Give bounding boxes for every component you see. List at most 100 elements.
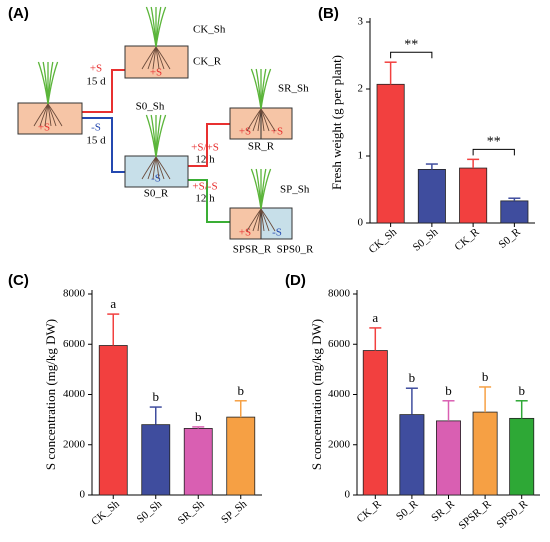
- significance-letter: b: [409, 370, 416, 385]
- leaf: [260, 68, 272, 110]
- significance-letter: a: [372, 310, 378, 325]
- edge-label: -S: [91, 122, 101, 134]
- shoot-label: SP_Sh: [280, 184, 310, 196]
- leaf: [260, 168, 272, 210]
- box-label: -S: [151, 173, 161, 185]
- y-tick-label: 2: [358, 83, 364, 95]
- box-label: +S: [150, 67, 162, 79]
- significance-bracket: [472, 148, 515, 156]
- bar: [509, 417, 535, 496]
- leaf: [47, 61, 59, 105]
- bar: [472, 411, 498, 496]
- bar: [436, 420, 461, 496]
- edge-duration: 12 h: [195, 154, 215, 166]
- root: [155, 156, 171, 180]
- bar: [226, 416, 256, 496]
- x-tick-label: SPS0_R: [494, 498, 530, 531]
- panel-label: (A): [8, 5, 29, 22]
- connector: [188, 179, 230, 223]
- significance-letter: b: [518, 383, 525, 398]
- significance-label: **: [404, 37, 418, 52]
- y-tick-label: 8000: [328, 288, 351, 300]
- leaf: [155, 6, 167, 48]
- bar: [376, 83, 405, 224]
- root: [33, 103, 49, 127]
- root: [246, 208, 262, 232]
- significance-label: **: [487, 135, 501, 150]
- edge-label: +S/+S: [191, 142, 219, 154]
- y-tick-label: 1: [358, 150, 364, 162]
- bar: [459, 167, 488, 224]
- connector: [188, 123, 230, 167]
- y-tick-label: 4000: [63, 388, 86, 400]
- connector: [82, 117, 125, 173]
- root: [155, 46, 171, 70]
- plant: [246, 68, 276, 132]
- x-tick-label: CK_R: [355, 498, 385, 526]
- shoot-label: S0_Sh: [136, 101, 165, 113]
- significance-letter: a: [110, 296, 116, 311]
- y-tick-label: 3: [358, 16, 364, 28]
- x-tick-label: SP_Sh: [219, 498, 250, 526]
- x-tick-label: SR_Sh: [176, 498, 208, 527]
- panel-label: (D): [285, 272, 306, 289]
- significance-letter: b: [238, 383, 245, 398]
- root-label: S0_R: [144, 188, 169, 200]
- panel-label: (B): [318, 5, 339, 22]
- bar: [141, 424, 171, 496]
- x-tick-label: S0_Sh: [135, 498, 165, 526]
- bar: [417, 168, 446, 224]
- panel-label: (C): [8, 272, 29, 289]
- y-axis-label: Fresh weight (g per plant): [329, 55, 344, 190]
- root: [152, 156, 157, 180]
- edge-duration: 15 d: [86, 135, 106, 147]
- box-label: -S: [272, 227, 282, 239]
- y-tick-label: 0: [358, 217, 364, 229]
- plant: [246, 168, 276, 232]
- y-tick-label: 6000: [328, 338, 351, 350]
- bar: [500, 200, 529, 224]
- x-tick-label: S0_R: [496, 226, 523, 251]
- y-tick-label: 2000: [63, 438, 86, 450]
- x-tick-label: CK_Sh: [367, 226, 400, 256]
- edge-duration: 12 h: [195, 193, 215, 205]
- root: [141, 46, 157, 70]
- bar: [183, 428, 213, 496]
- y-tick-label: 8000: [63, 288, 86, 300]
- shoot-label: CK_Sh: [193, 24, 226, 36]
- root: [47, 103, 63, 127]
- edge-label: +S/-S: [192, 181, 217, 193]
- root: [141, 156, 157, 180]
- root-label: SR_R: [248, 141, 275, 153]
- significance-letter: b: [482, 369, 489, 384]
- plant: [141, 6, 171, 70]
- root: [152, 46, 157, 70]
- plant: [141, 114, 171, 180]
- box-label: +S: [239, 227, 251, 239]
- significance-bracket: [390, 51, 433, 59]
- root: [257, 208, 262, 232]
- y-tick-label: 4000: [328, 388, 351, 400]
- x-tick-label: S0_R: [394, 498, 421, 523]
- significance-letter: b: [445, 383, 452, 398]
- y-tick-label: 2000: [328, 438, 351, 450]
- x-tick-label: SPSR_R: [456, 498, 494, 532]
- root-label: CK_R: [193, 56, 222, 68]
- significance-letter: b: [195, 409, 202, 424]
- edge-label: +S: [90, 63, 102, 75]
- box-label: +S: [38, 122, 50, 134]
- y-tick-label: 0: [80, 489, 86, 501]
- plant: [33, 61, 63, 127]
- root: [44, 103, 49, 127]
- y-axis-label: S concentration (mg/kg DW): [43, 319, 58, 470]
- root: [246, 108, 262, 132]
- connector: [82, 69, 125, 113]
- root-label: SPS0_R: [277, 244, 314, 256]
- y-axis-label: S concentration (mg/kg DW): [309, 319, 324, 470]
- leaf: [155, 114, 167, 158]
- root: [260, 108, 276, 132]
- significance-letter: b: [153, 389, 160, 404]
- x-tick-label: S0_Sh: [411, 226, 441, 254]
- bar: [362, 350, 388, 496]
